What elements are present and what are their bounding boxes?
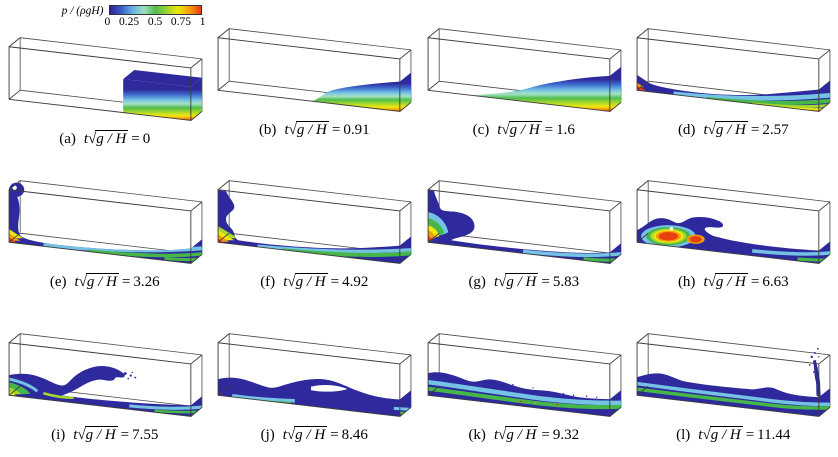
panel-label: (j) (260, 426, 275, 443)
panel-caption: (a) t√g / H = 0 (59, 130, 151, 148)
panel-label: (b) (258, 122, 277, 138)
panel-c: (c) t√g / H = 1.6 (419, 0, 629, 152)
tank-snapshot-l (636, 332, 831, 417)
fluid-overturning-wave (637, 217, 831, 264)
time-value: 11.44 (757, 426, 791, 443)
equals-sign: = (131, 131, 140, 147)
tank-snapshot-e (8, 180, 203, 265)
panel-label: (c) (472, 122, 490, 138)
time-value: 7.55 (132, 426, 159, 443)
panel-j: (j) t√g / H = 8.46 (210, 305, 420, 457)
panel-label: (h) (677, 274, 696, 291)
panel-f: (f) t√g / H = 4.92 (210, 152, 420, 304)
spray-droplets (352, 396, 387, 405)
panel-l: (l) t√g / H = 11.44 (629, 305, 838, 457)
time-value: 0 (142, 131, 151, 147)
colorbar-ticks: 0 0.25 0.5 0.75 1 (105, 16, 206, 28)
fluid-water-column (122, 69, 202, 121)
time-value: 0.91 (343, 122, 370, 138)
time-value: 5.83 (552, 274, 580, 291)
fluid-runup (8, 183, 202, 264)
fluid-arching-jet (8, 365, 202, 417)
colorbar-tick: 0.25 (118, 16, 140, 28)
tank-snapshot-b (217, 28, 412, 112)
panel-label: (d) (677, 122, 696, 138)
panel-caption: (g) t√g / H = 5.83 (468, 273, 580, 291)
fluid-plunging-lobe (427, 190, 621, 264)
sqrt-symbol: √ (88, 131, 96, 147)
panel-a: p / (ρgH) 0 0.25 0.5 0.75 1 (a) t√g / (0, 0, 210, 152)
panel-caption: (j) t√g / H = 8.46 (260, 425, 368, 443)
panel-label: (e) (49, 274, 67, 291)
fluid-surge (472, 66, 621, 112)
panel-caption: (h) t√g / H = 6.63 (677, 273, 789, 291)
tank-snapshot-a (8, 37, 203, 121)
spray-droplets (511, 383, 598, 398)
tank-snapshot-f (217, 180, 412, 265)
spray-droplets (809, 347, 820, 373)
panel-b: (b) t√g / H = 0.91 (210, 0, 420, 152)
panel-caption: (k) t√g / H = 9.32 (468, 425, 580, 443)
time-value: 4.92 (342, 274, 369, 291)
fluid-choppy-layer (427, 371, 621, 417)
panel-caption: (e) t√g / H = 3.26 (49, 273, 160, 291)
panel-caption: (f) t√g / H = 4.92 (260, 273, 369, 291)
panel-label: (i) (51, 426, 66, 443)
fluid-surge (312, 72, 412, 112)
panel-e: (e) t√g / H = 3.26 (0, 152, 210, 304)
colorbar-tick: 1 (199, 16, 206, 28)
panel-caption: (i) t√g / H = 7.55 (51, 425, 159, 443)
spray-droplets (123, 371, 136, 380)
panel-label: (a) (59, 131, 76, 147)
time-value: 2.57 (762, 122, 789, 138)
fluid-settled-with-splash (637, 347, 831, 417)
panel-caption: (b) t√g / H = 0.91 (258, 121, 370, 138)
panel-caption: (c) t√g / H = 1.6 (472, 121, 575, 138)
panel-label: (k) (468, 426, 486, 443)
time-symbol: t (83, 131, 89, 147)
time-value: 8.46 (341, 426, 368, 443)
tank-snapshot-d (636, 28, 831, 112)
colorbar-label: p / (ρgH) (61, 5, 104, 17)
tank-snapshot-h (636, 180, 831, 265)
time-value: 9.32 (552, 426, 580, 443)
panel-caption: (d) t√g / H = 2.57 (677, 121, 789, 138)
time-value: 6.63 (762, 274, 789, 291)
time-value: 1.6 (556, 122, 575, 138)
panel-i: (i) t√g / H = 7.55 (0, 305, 210, 457)
tank-snapshot-g (427, 180, 622, 265)
wall-splash (813, 359, 822, 397)
panel-h: (h) t√g / H = 6.63 (629, 152, 838, 304)
colorbar-tick: 0.75 (170, 16, 192, 28)
colorbar-tick: 0.5 (147, 16, 163, 28)
panel-d: (d) t√g / H = 2.57 (629, 0, 838, 152)
colorbar-gradient (108, 5, 202, 15)
radicand: g / H (95, 130, 129, 147)
tank-snapshot-k (427, 332, 622, 417)
panel-label: (f) (260, 274, 276, 291)
fluid-trapped-air-pocket (218, 377, 412, 417)
panel-label: (l) (676, 426, 691, 443)
colorbar-tick: 0 (104, 16, 111, 28)
tank-snapshot-i (8, 332, 203, 417)
panel-k: (k) t√g / H = 9.32 (419, 305, 629, 457)
panel-g: (g) t√g / H = 5.83 (419, 152, 629, 304)
time-value: 3.26 (133, 274, 160, 291)
colorbar: p / (ρgH) 0 0.25 0.5 0.75 1 (62, 5, 206, 28)
tank-snapshot-j (217, 332, 412, 417)
tank-snapshot-c (427, 28, 622, 112)
panel-caption: (l) t√g / H = 11.44 (676, 425, 791, 443)
panel-label: (g) (468, 274, 486, 291)
fluid-layer (637, 75, 831, 112)
